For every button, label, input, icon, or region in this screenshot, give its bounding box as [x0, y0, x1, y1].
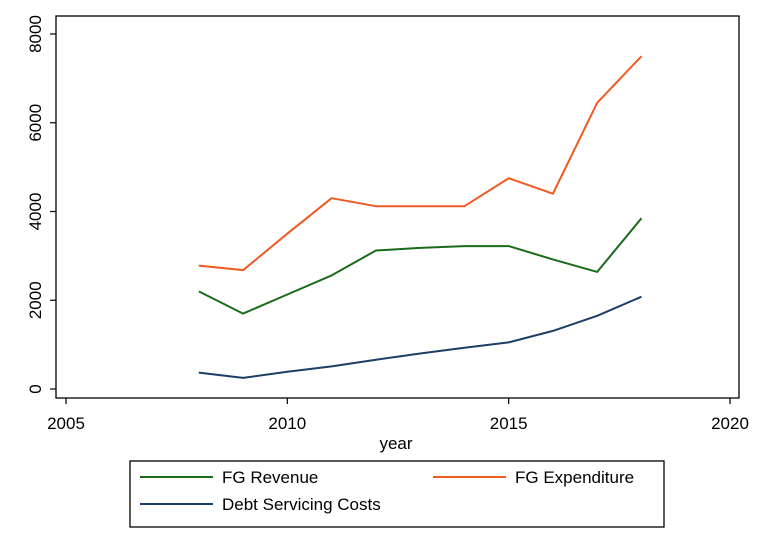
y-tick-label: 2000 [26, 281, 45, 319]
x-tick-label: 2020 [711, 414, 749, 433]
data-point-debt-servicing-costs [463, 347, 465, 349]
data-point-fg-revenue [242, 313, 244, 315]
data-point-fg-expenditure [286, 233, 288, 235]
series-line-fg-expenditure [198, 55, 643, 272]
series-line-debt-servicing-costs [198, 295, 642, 379]
legend-frame [129, 460, 665, 528]
data-point-fg-revenue [463, 245, 465, 247]
data-point-fg-revenue [375, 250, 377, 252]
data-point-debt-servicing-costs [375, 359, 377, 361]
data-point-debt-servicing-costs [286, 371, 288, 373]
legend-label: Debt Servicing Costs [222, 495, 381, 514]
data-point-debt-servicing-costs [508, 341, 510, 343]
data-point-fg-expenditure [508, 177, 510, 179]
legend-label: FG Revenue [222, 468, 318, 487]
y-tick-label: 6000 [26, 104, 45, 142]
x-tick-label: 2005 [47, 414, 85, 433]
y-tick-label: 0 [26, 384, 45, 393]
x-tick-label: 2015 [490, 414, 528, 433]
data-point-fg-expenditure [552, 193, 554, 195]
data-point-fg-revenue [640, 217, 642, 219]
data-point-fg-expenditure [375, 205, 377, 207]
data-point-fg-expenditure [198, 265, 200, 267]
legend-items: FG Revenue FG Expenditure Debt Servicing C… [140, 468, 634, 514]
data-point-fg-expenditure [242, 269, 244, 271]
data-point-fg-revenue [552, 258, 554, 260]
data-point-fg-revenue [508, 245, 510, 247]
data-point-fg-expenditure [640, 55, 642, 57]
legend: FG Revenue FG Expenditure Debt Servicing C… [129, 460, 665, 528]
x-axis-title: year [379, 434, 412, 453]
data-point-fg-revenue [286, 293, 288, 295]
data-point-debt-servicing-costs [552, 330, 554, 332]
data-point-fg-revenue [198, 290, 200, 292]
data-point-fg-expenditure [596, 102, 598, 104]
data-point-fg-revenue [419, 247, 421, 249]
y-axis: 0 2000 4000 6000 8000 [26, 15, 56, 394]
data-point-debt-servicing-costs [419, 353, 421, 355]
x-axis: 2005 2010 2015 2020 [47, 398, 749, 433]
data-point-debt-servicing-costs [596, 315, 598, 317]
data-point-fg-expenditure [419, 205, 421, 207]
series-line-fg-revenue [198, 217, 643, 315]
y-tick-label: 4000 [26, 193, 45, 231]
data-point-debt-servicing-costs [331, 365, 333, 367]
data-point-fg-expenditure [463, 205, 465, 207]
data-point-fg-revenue [331, 274, 333, 276]
data-point-fg-revenue [596, 271, 598, 273]
y-tick-label: 8000 [26, 15, 45, 53]
data-point-debt-servicing-costs [640, 296, 642, 298]
data-point-fg-expenditure [331, 197, 333, 199]
data-point-debt-servicing-costs [242, 377, 244, 379]
x-tick-label: 2010 [268, 414, 306, 433]
legend-label: FG Expenditure [515, 468, 634, 487]
data-point-debt-servicing-costs [198, 372, 200, 374]
series-layer [198, 55, 643, 379]
